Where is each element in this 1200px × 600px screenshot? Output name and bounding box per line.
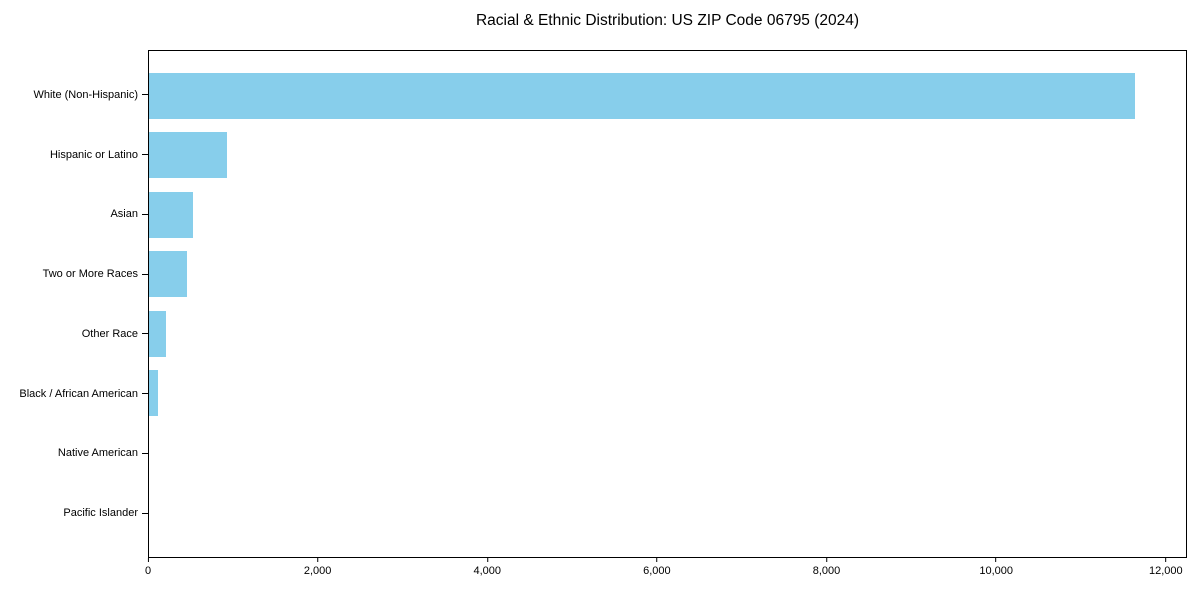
y-axis-row: Native American (0, 424, 148, 484)
bar-other-race (149, 310, 166, 357)
x-tick-mark (486, 558, 488, 562)
x-tick-mark (656, 558, 658, 562)
bar-asian (149, 191, 194, 238)
category-label: Native American (57, 447, 138, 460)
x-tick-label: 8,000 (812, 565, 841, 577)
y-tick-mark (142, 213, 148, 215)
bar-row (149, 245, 1186, 305)
chart-title: Racial & Ethnic Distribution: US ZIP Cod… (475, 12, 860, 29)
y-tick-mark (142, 154, 148, 156)
category-label: Other Race (81, 327, 138, 340)
y-axis-row: Other Race (0, 304, 148, 364)
x-tick: 2,000 (303, 558, 332, 577)
x-tick: 4,000 (473, 558, 501, 577)
x-tick: 8,000 (812, 558, 841, 577)
category-label: White (Non-Hispanic) (33, 88, 138, 101)
category-label: Asian (110, 208, 138, 221)
x-tick-mark (1165, 558, 1167, 562)
bar-row (149, 364, 1186, 424)
y-axis: White (Non-Hispanic) Hispanic or Latino As… (0, 50, 148, 558)
x-tick-mark (317, 558, 319, 562)
x-tick-label: 4,000 (473, 565, 502, 577)
y-tick-mark (142, 94, 148, 96)
y-tick-mark (142, 393, 148, 395)
bar-rows (149, 51, 1186, 557)
bar-row (149, 126, 1186, 186)
x-tick-mark (995, 558, 997, 562)
bar-row (149, 66, 1186, 126)
bar-hispanic-or-latino (149, 132, 228, 179)
x-tick-label: 0 (144, 565, 152, 577)
y-tick-mark (142, 512, 148, 514)
x-tick-mark (826, 558, 828, 562)
x-tick-mark (147, 558, 149, 562)
y-axis-row: Black / African American (0, 364, 148, 424)
bar-black-african-american (149, 370, 159, 417)
category-label: Pacific Islander (63, 507, 138, 520)
bar-row (149, 483, 1186, 543)
x-tick: 12,000 (1149, 558, 1183, 577)
x-tick: 6,000 (643, 558, 671, 577)
bar-two-or-more-races (149, 251, 188, 298)
x-tick-label: 10,000 (979, 565, 1013, 577)
x-tick-label: 2,000 (303, 565, 332, 577)
x-tick-label: 12,000 (1148, 565, 1183, 577)
bar-row (149, 185, 1186, 245)
plot-area (148, 50, 1187, 558)
y-tick-mark (142, 273, 148, 275)
bar-row (149, 423, 1186, 483)
bar-row (149, 304, 1186, 364)
bar-white-non-hispanic (149, 72, 1136, 119)
x-tick: 10,000 (979, 558, 1013, 577)
y-axis-row: Hispanic or Latino (0, 125, 148, 185)
category-label: Hispanic or Latino (49, 148, 138, 161)
y-axis-row: Asian (0, 185, 148, 245)
y-axis-row: Pacific Islander (0, 483, 148, 543)
x-tick: 0 (145, 558, 151, 577)
x-axis: 0 2,000 4,000 6,000 8,000 10,000 12,000 (145, 558, 1187, 588)
y-tick-mark (142, 333, 148, 335)
y-axis-row: Two or More Races (0, 244, 148, 304)
category-label: Two or More Races (42, 268, 138, 281)
category-label: Black / African American (19, 387, 138, 400)
y-axis-row: White (Non-Hispanic) (0, 65, 148, 125)
y-tick-mark (142, 452, 148, 454)
x-tick-label: 6,000 (643, 565, 671, 577)
